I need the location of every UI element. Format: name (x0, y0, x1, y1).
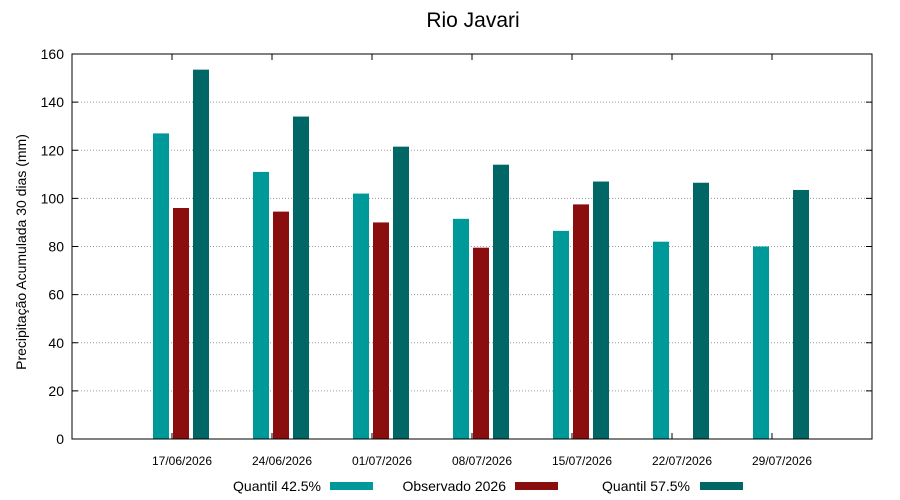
bar (753, 246, 769, 439)
plot-area-border (71, 53, 873, 440)
bar (393, 146, 409, 439)
legend-label: Quantil 42.5% (233, 478, 321, 494)
x-tick-label: 24/06/2026 (252, 454, 312, 468)
bar (493, 164, 509, 439)
bar (573, 204, 589, 439)
bars (153, 69, 809, 439)
bar (553, 230, 569, 439)
bar (273, 211, 289, 439)
bar (353, 193, 369, 439)
x-tick-label: 08/07/2026 (452, 454, 512, 468)
bar (653, 241, 669, 439)
y-tick-label: 160 (41, 46, 65, 62)
bar (253, 171, 269, 439)
legend: Quantil 42.5% Observado 2026 Quantil 57.5% (233, 478, 743, 494)
bar (193, 69, 209, 439)
bar (593, 181, 609, 439)
bar (153, 133, 169, 439)
y-tick-label: 40 (48, 335, 64, 351)
bar (473, 247, 489, 439)
gridlines (72, 101, 872, 392)
x-tick-label: 01/07/2026 (352, 454, 412, 468)
axes: 0 20 40 60 80 100 120 140 160 17/06/2026 24/06/202… (41, 46, 873, 468)
bar (453, 218, 469, 439)
bar (793, 189, 809, 439)
y-tick-label: 60 (48, 287, 64, 303)
x-tick-label: 22/07/2026 (652, 454, 712, 468)
bar (373, 222, 389, 439)
y-tick-label: 80 (48, 239, 64, 255)
y-axis-label: Precipitação Acumulada 30 dias (mm) (13, 134, 29, 370)
legend-swatch (700, 482, 743, 490)
y-tick-label: 100 (41, 190, 65, 206)
x-tick-label: 15/07/2026 (552, 454, 612, 468)
y-tick-label: 20 (48, 383, 64, 399)
legend-swatch (330, 482, 373, 490)
bar (293, 116, 309, 439)
bar (693, 182, 709, 439)
chart-title: Rio Javari (426, 9, 519, 32)
y-tick-label: 120 (41, 142, 65, 158)
x-tick-label: 17/06/2026 (152, 454, 212, 468)
legend-label: Observado 2026 (402, 478, 506, 494)
legend-label: Quantil 57.5% (602, 478, 690, 494)
bar (173, 208, 189, 439)
x-tick-label: 29/07/2026 (752, 454, 812, 468)
y-tick-label: 140 (41, 94, 65, 110)
legend-swatch (515, 482, 558, 490)
y-tick-label: 0 (56, 431, 64, 447)
